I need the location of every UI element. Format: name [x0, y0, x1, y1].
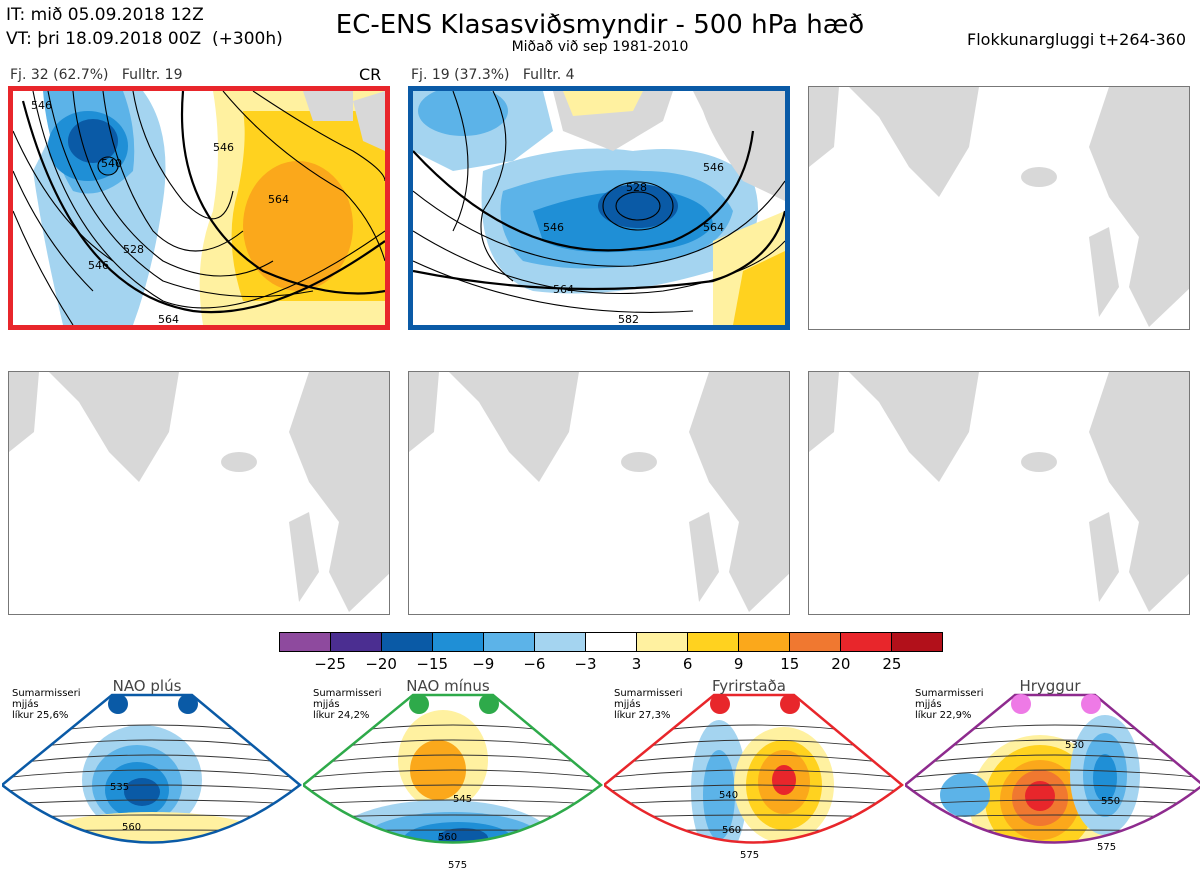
svg-text:582: 582 — [618, 313, 639, 325]
regime-panel: 530 550 575 — [902, 690, 1200, 870]
contour-label: 545 — [453, 794, 472, 805]
regime-marker-dot — [1011, 694, 1031, 714]
regime-name: Hryggur — [1019, 677, 1081, 695]
colorbar-cell — [841, 633, 892, 651]
colorbar-cell — [280, 633, 331, 651]
colorbar-cell — [382, 633, 433, 651]
colorbar-cell — [586, 633, 637, 651]
regime-panel: 545 560 575 — [300, 690, 603, 871]
colorbar-tick-label: −20 — [365, 655, 397, 673]
colorbar-cell — [535, 633, 586, 651]
colorbar-cell — [739, 633, 790, 651]
svg-text:564: 564 — [553, 283, 574, 296]
colorbar-tick-label: 15 — [780, 655, 800, 673]
contour-label: 560 — [122, 822, 141, 833]
colorbar-cell — [637, 633, 688, 651]
page-subtitle: Miðað við sep 1981-2010 — [511, 39, 689, 55]
colorbar-tick-label: −15 — [416, 655, 449, 673]
colorbar-tick-label: 25 — [882, 655, 902, 673]
colorbar-cell — [688, 633, 739, 651]
colorbar-tick-label: 6 — [682, 655, 693, 673]
svg-text:546: 546 — [543, 221, 564, 234]
regime-marker-dot — [710, 694, 730, 714]
colorbar-tick-label: −25 — [314, 655, 346, 673]
colorbar-cell — [892, 633, 942, 651]
panel-1-tag: CR — [359, 65, 382, 84]
regime-marker-dot — [1081, 694, 1101, 714]
regime-panel: 540 560 575 — [601, 690, 904, 870]
cluster-map-1-graphic: 540 546 528 546 564 564 546 — [13, 91, 385, 325]
empty-map-5 — [408, 371, 790, 615]
regime-marker-dot — [108, 694, 128, 714]
valid-time: VT: þri 18.09.2018 00Z (+300h) — [6, 29, 283, 49]
svg-text:546: 546 — [703, 161, 724, 174]
cluster-map-1: 540 546 528 546 564 564 546 — [8, 86, 390, 330]
svg-text:546: 546 — [213, 141, 234, 154]
regime-info: Sumarmisseri mjjás líkur 22,9% — [915, 688, 984, 721]
regime-name: NAO mínus — [406, 677, 490, 695]
svg-text:546: 546 — [31, 99, 52, 112]
colorbar-tick-label: 9 — [733, 655, 744, 673]
regime-info: Sumarmisseri mjjás líkur 24,2% — [313, 688, 382, 721]
regime-marker-dot — [178, 694, 198, 714]
cluster-map-2-graphic: 528 546 546 564 564 582 — [413, 91, 785, 325]
regime-name: Fyrirstaða — [712, 677, 786, 695]
colorbar-tick-label: −6 — [523, 655, 546, 673]
contour-label: 530 — [1065, 740, 1084, 751]
empty-map-6 — [808, 371, 1190, 615]
colorbar-tick-label: −9 — [472, 655, 495, 673]
regime-info: Sumarmisseri mjjás líkur 25,6% — [12, 688, 81, 721]
anomaly-colorbar — [279, 632, 943, 652]
contour-label: 560 — [722, 825, 741, 836]
colorbar-tick-label: 20 — [831, 655, 851, 673]
colorbar-tick-label: 3 — [631, 655, 642, 673]
svg-text:564: 564 — [268, 193, 289, 206]
panel-2-label: Fj. 19 (37.3%) Fulltr. 4 — [411, 67, 575, 83]
cluster-map-2: 528 546 546 564 564 582 — [408, 86, 790, 330]
classification-window: Flokkunargluggi t+264-360 — [967, 30, 1186, 49]
regime-panel: 535 560 — [0, 690, 302, 870]
issue-time: IT: mið 05.09.2018 12Z — [6, 5, 204, 25]
colorbar-cell — [484, 633, 535, 651]
svg-text:564: 564 — [703, 221, 724, 234]
regime-marker-dot — [780, 694, 800, 714]
svg-text:546: 546 — [88, 259, 109, 272]
empty-map-3 — [808, 86, 1190, 330]
regime-name: NAO plús — [112, 677, 182, 695]
contour-label: 560 — [438, 832, 457, 843]
svg-text:540: 540 — [101, 157, 122, 170]
contour-label: 575 — [448, 860, 467, 870]
empty-map-4 — [8, 371, 390, 615]
contour-label: 535 — [110, 782, 129, 793]
regime-marker-dot — [409, 694, 429, 714]
contour-label: 540 — [719, 790, 738, 801]
colorbar-cell — [433, 633, 484, 651]
svg-text:528: 528 — [626, 181, 647, 194]
colorbar-tick-label: −3 — [574, 655, 597, 673]
svg-text:528: 528 — [123, 243, 144, 256]
regime-marker-dot — [479, 694, 499, 714]
contour-label: 575 — [740, 850, 759, 861]
contour-label: 550 — [1101, 796, 1120, 807]
contour-label: 575 — [1097, 842, 1116, 853]
regime-info: Sumarmisseri mjjás líkur 27,3% — [614, 688, 683, 721]
colorbar-cell — [790, 633, 841, 651]
colorbar-cell — [331, 633, 382, 651]
svg-text:564: 564 — [158, 313, 179, 325]
page-title: EC-ENS Klasasviðsmyndir - 500 hPa hæð — [335, 10, 865, 40]
panel-1-label: Fj. 32 (62.7%) Fulltr. 19 — [10, 67, 183, 83]
